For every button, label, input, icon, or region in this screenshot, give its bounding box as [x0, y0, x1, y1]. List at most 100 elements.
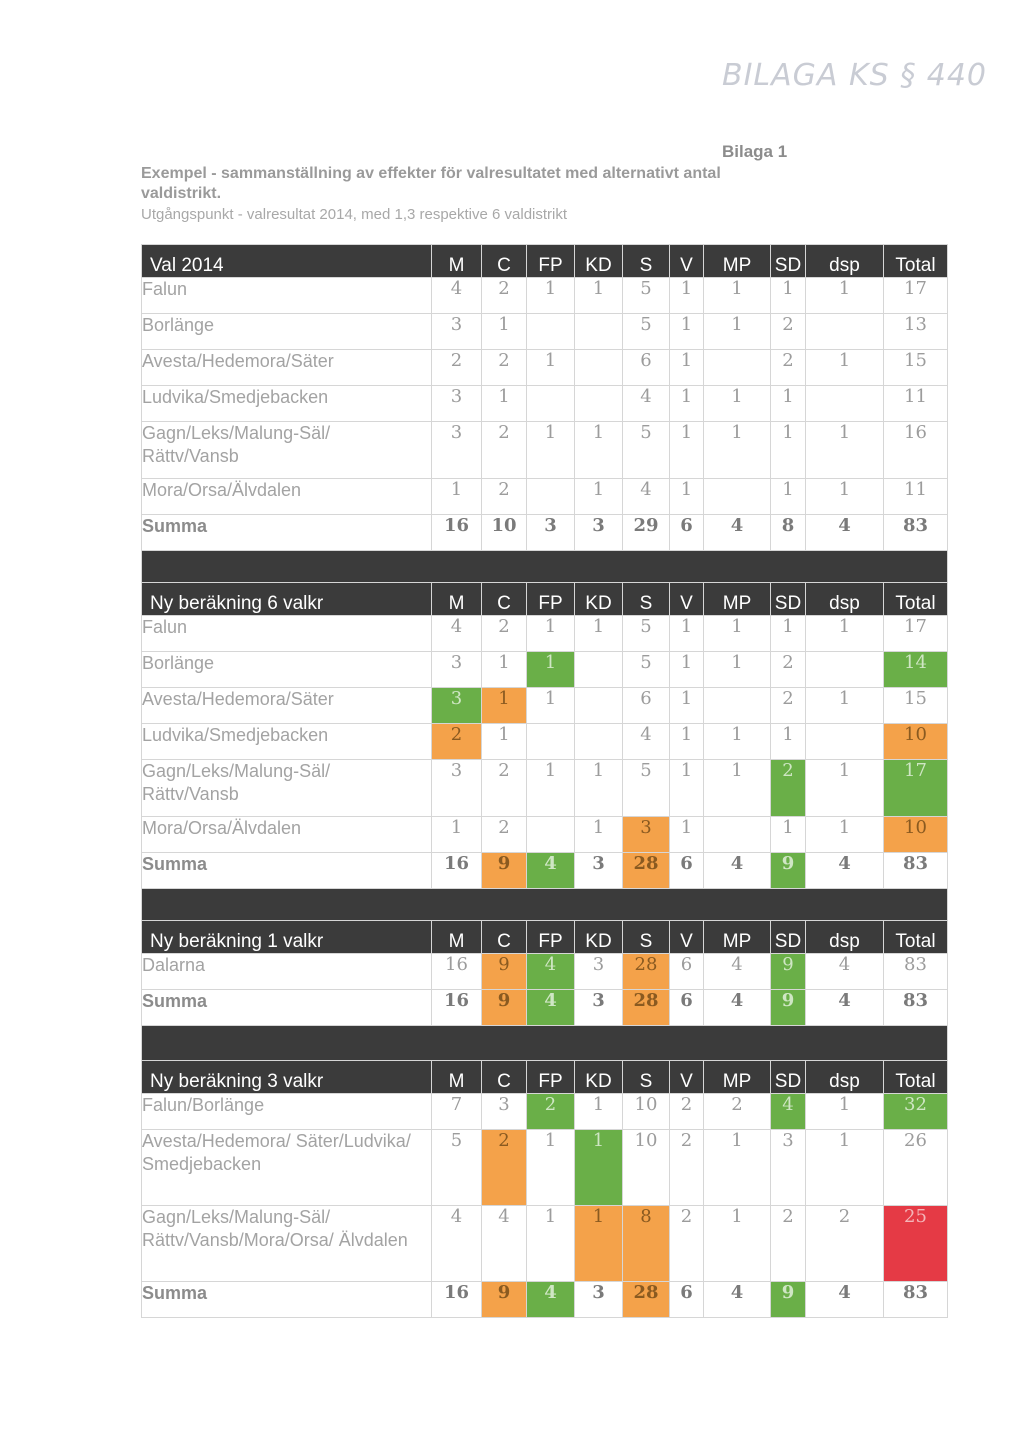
- cell-decrease: 3: [622, 816, 670, 853]
- cell: 2: [431, 349, 482, 386]
- party-header-mp: MP: [703, 244, 771, 278]
- sum-row: Summa 16 9 4 3 28 6 4 9 4 83: [141, 1281, 948, 1318]
- cell-decrease: 9: [481, 989, 527, 1026]
- table-row: Gagn/Leks/Malung-Säl/ Rättv/Vansb 3 2 1 …: [141, 421, 948, 479]
- table-row: Borlänge 3 1 1 5 1 1 2 14: [141, 651, 948, 688]
- party-header-sd: SD: [770, 920, 806, 954]
- table-row: Falun 4 2 1 1 5 1 1 1 1 17: [141, 615, 948, 652]
- cell: 2: [669, 1129, 704, 1206]
- district-name: Mora/Orsa/Älvdalen: [141, 816, 432, 853]
- stamp-annotation: BILAGA KS § 440: [722, 58, 988, 93]
- cell-total: 17: [883, 615, 948, 652]
- cell-decrease: 28: [622, 852, 670, 889]
- cell-decrease: 2: [481, 1129, 527, 1206]
- table-row: Ludvika/Smedjebacken 2 1 4 1 1 1 10: [141, 723, 948, 760]
- cell: [574, 385, 623, 422]
- cell: 4: [431, 277, 482, 314]
- cell: 2: [481, 615, 527, 652]
- party-header-m: M: [431, 920, 482, 954]
- cell: 1: [669, 759, 704, 817]
- cell: 4: [431, 1205, 482, 1282]
- cell: 1: [669, 816, 704, 853]
- cell: 1: [805, 1093, 884, 1130]
- cell-total-decrease: 10: [883, 816, 948, 853]
- cell: [526, 816, 575, 853]
- cell: 1: [526, 1129, 575, 1206]
- sum-row: Summa 16 9 4 3 28 6 4 9 4 83: [141, 989, 948, 1026]
- district-name: Falun: [141, 277, 432, 314]
- cell: 1: [526, 277, 575, 314]
- cell: [703, 687, 771, 724]
- sum-label: Summa: [141, 852, 432, 889]
- cell: 1: [526, 687, 575, 724]
- district-name: Borlänge: [141, 313, 432, 350]
- table-row: Gagn/Leks/Malung-Säl/ Rättv/Vansb/Mora/O…: [141, 1205, 948, 1282]
- cell: 6: [622, 349, 670, 386]
- cell: 5: [622, 651, 670, 688]
- table-row: Falun/Borlänge 7 3 2 1 10 2 2 4 1 32: [141, 1093, 948, 1130]
- cell: 3: [574, 852, 623, 889]
- table-spacer: [141, 550, 948, 588]
- cell: 1: [574, 478, 623, 515]
- table-spacer: [141, 1025, 948, 1063]
- cell: 4: [622, 478, 670, 515]
- cell: 2: [481, 277, 527, 314]
- party-header-dsp: dsp: [805, 1060, 884, 1094]
- cell-increase: 1: [574, 1129, 623, 1206]
- party-header-mp: MP: [703, 1060, 771, 1094]
- table-header-row: Ny beräkning 3 valkr M C FP KD S V MP SD…: [141, 1060, 948, 1094]
- table-1-valkr: Ny beräkning 1 valkr M C FP KD S V MP SD…: [141, 920, 948, 1063]
- cell: 8: [770, 514, 806, 551]
- cell-increase: 2: [526, 1093, 575, 1130]
- cell-decrease: 28: [622, 989, 670, 1026]
- cell: 1: [805, 478, 884, 515]
- cell: [574, 349, 623, 386]
- cell: 1: [669, 349, 704, 386]
- district-name: Falun/Borlänge: [141, 1093, 432, 1130]
- cell-decrease: 28: [622, 953, 670, 990]
- cell: 1: [805, 816, 884, 853]
- cell: 1: [669, 723, 704, 760]
- cell: 1: [770, 421, 806, 479]
- party-header-c: C: [481, 920, 527, 954]
- cell: 1: [574, 421, 623, 479]
- cell-increase: 9: [770, 989, 806, 1026]
- party-header-v: V: [669, 920, 704, 954]
- cell: 4: [703, 514, 771, 551]
- cell: 1: [805, 1129, 884, 1206]
- cell: 3: [574, 989, 623, 1026]
- cell: [805, 723, 884, 760]
- cell: [526, 313, 575, 350]
- cell: 3: [431, 385, 482, 422]
- cell: 3: [431, 313, 482, 350]
- appendix-label: Bilaga 1: [722, 142, 788, 161]
- cell: 4: [622, 723, 670, 760]
- cell: [703, 816, 771, 853]
- cell: 4: [805, 1281, 884, 1318]
- table-title: Val 2014: [141, 244, 432, 278]
- cell: 1: [526, 421, 575, 479]
- cell: 2: [770, 1205, 806, 1282]
- cell: 1: [805, 615, 884, 652]
- cell-total: 15: [883, 349, 948, 386]
- cell: 4: [622, 385, 670, 422]
- party-header-m: M: [431, 1060, 482, 1094]
- party-header-fp: FP: [526, 920, 575, 954]
- cell-decrease: 9: [481, 953, 527, 990]
- party-header-v: V: [669, 244, 704, 278]
- cell: 1: [574, 615, 623, 652]
- party-header-v: V: [669, 582, 704, 616]
- district-name: Borlänge: [141, 651, 432, 688]
- cell: 1: [481, 385, 527, 422]
- table-header-row: Val 2014 M C FP KD S V MP SD dsp Total: [141, 244, 948, 278]
- cell: 1: [481, 313, 527, 350]
- cell-increase: 9: [770, 852, 806, 889]
- cell: 5: [622, 277, 670, 314]
- cell-total: 13: [883, 313, 948, 350]
- table-6-valkr: Ny beräkning 6 valkr M C FP KD S V MP SD…: [141, 582, 948, 926]
- district-name: Gagn/Leks/Malung-Säl/ Rättv/Vansb: [141, 759, 432, 817]
- district-name: Ludvika/Smedjebacken: [141, 385, 432, 422]
- cell: 3: [574, 1281, 623, 1318]
- cell: 4: [703, 1281, 771, 1318]
- party-header-c: C: [481, 1060, 527, 1094]
